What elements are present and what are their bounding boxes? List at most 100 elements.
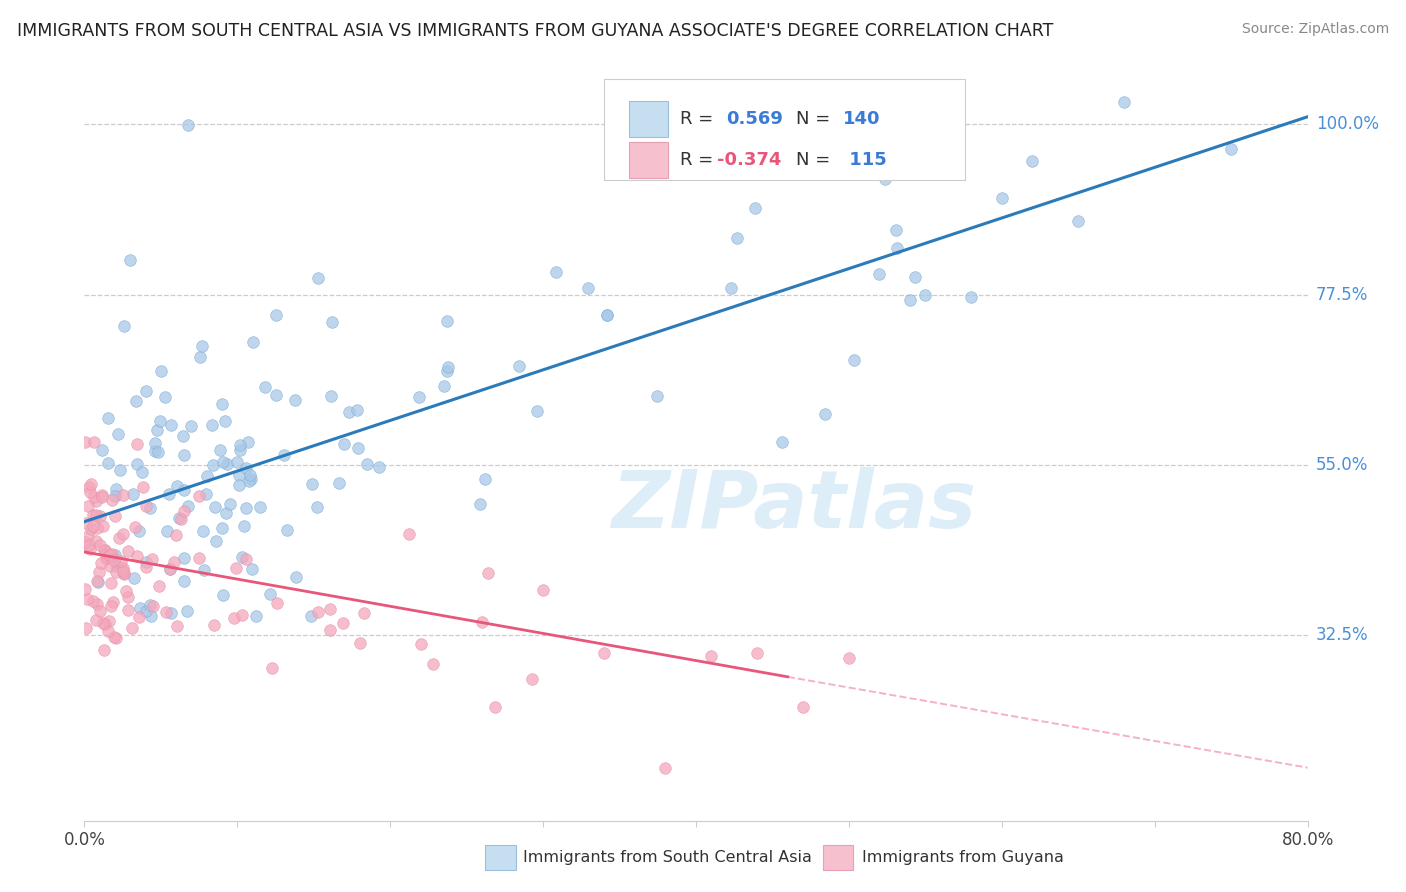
Point <box>96 550 118 565</box>
Point <box>266 596 288 610</box>
Point <box>193 563 215 577</box>
Point <box>212 455 235 469</box>
Point <box>135 384 157 399</box>
Point <box>110 554 132 568</box>
Point <box>886 223 908 237</box>
Point <box>143 443 166 458</box>
Point <box>89 538 111 552</box>
Point <box>188 490 211 504</box>
Point <box>82 594 104 608</box>
Point <box>526 404 548 418</box>
Point <box>838 651 860 665</box>
Point <box>117 590 139 604</box>
Point <box>276 523 298 537</box>
Point <box>167 510 190 524</box>
Point <box>470 497 492 511</box>
Point <box>477 566 499 580</box>
Point <box>898 293 921 307</box>
Point <box>273 448 295 462</box>
Point <box>79 476 101 491</box>
Point <box>1021 153 1043 168</box>
Point <box>86 597 108 611</box>
Point <box>200 417 222 432</box>
Text: IMMIGRANTS FROM SOUTH CENTRAL ASIA VS IMMIGRANTS FROM GUYANA ASSOCIATE'S DEGREE : IMMIGRANTS FROM SOUTH CENTRAL ASIA VS IM… <box>17 22 1053 40</box>
Point <box>307 271 329 285</box>
Point <box>98 548 121 562</box>
Point <box>127 458 149 472</box>
Point <box>125 437 148 451</box>
Point <box>104 549 127 563</box>
Point <box>353 606 375 620</box>
Point <box>700 648 723 663</box>
Text: 55.0%: 55.0% <box>1316 456 1368 474</box>
Point <box>201 458 224 472</box>
Point <box>264 388 287 402</box>
Point <box>105 558 128 573</box>
Point <box>84 494 107 508</box>
Point <box>87 574 110 589</box>
Point <box>654 761 676 775</box>
Point <box>231 608 253 623</box>
Point <box>89 604 111 618</box>
Point <box>112 564 135 578</box>
Point <box>104 508 127 523</box>
Point <box>398 526 420 541</box>
Point <box>249 500 271 515</box>
Point <box>770 435 793 450</box>
Point <box>235 461 257 475</box>
Point <box>104 490 127 504</box>
Point <box>228 477 250 491</box>
FancyBboxPatch shape <box>628 142 668 178</box>
Point <box>97 411 120 425</box>
Point <box>235 500 257 515</box>
Point <box>409 637 432 651</box>
Point <box>149 364 172 378</box>
Point <box>212 588 235 602</box>
Point <box>508 359 530 373</box>
Point <box>211 521 233 535</box>
Point <box>305 500 328 514</box>
Text: 32.5%: 32.5% <box>1316 626 1368 644</box>
Point <box>89 508 111 523</box>
Point <box>225 455 247 469</box>
Point <box>135 500 157 514</box>
FancyBboxPatch shape <box>605 78 965 180</box>
Point <box>82 508 104 523</box>
Point <box>77 538 100 552</box>
Point <box>725 231 748 245</box>
Point <box>105 565 128 579</box>
Point <box>97 624 120 639</box>
Point <box>73 582 96 597</box>
Point <box>262 661 284 675</box>
Point <box>90 491 112 505</box>
Point <box>202 617 225 632</box>
Text: 100.0%: 100.0% <box>1316 115 1379 133</box>
Point <box>128 524 150 538</box>
Point <box>138 598 160 612</box>
Point <box>162 555 184 569</box>
Point <box>131 465 153 479</box>
Point <box>91 488 114 502</box>
Point <box>103 630 125 644</box>
Point <box>82 519 104 533</box>
Point <box>115 584 138 599</box>
Point <box>319 602 342 616</box>
Point <box>245 609 267 624</box>
Point <box>225 561 247 575</box>
Point <box>173 449 195 463</box>
Text: N =: N = <box>796 110 837 128</box>
Point <box>195 468 218 483</box>
Point <box>332 615 354 630</box>
Point <box>98 548 121 562</box>
Point <box>117 603 139 617</box>
Point <box>747 646 769 660</box>
Point <box>408 390 430 404</box>
Point <box>333 437 356 451</box>
Point <box>596 308 619 322</box>
Point <box>904 270 927 285</box>
Point <box>188 550 211 565</box>
Point <box>173 574 195 588</box>
Point <box>945 140 967 154</box>
Point <box>142 599 165 614</box>
Point <box>124 519 146 533</box>
